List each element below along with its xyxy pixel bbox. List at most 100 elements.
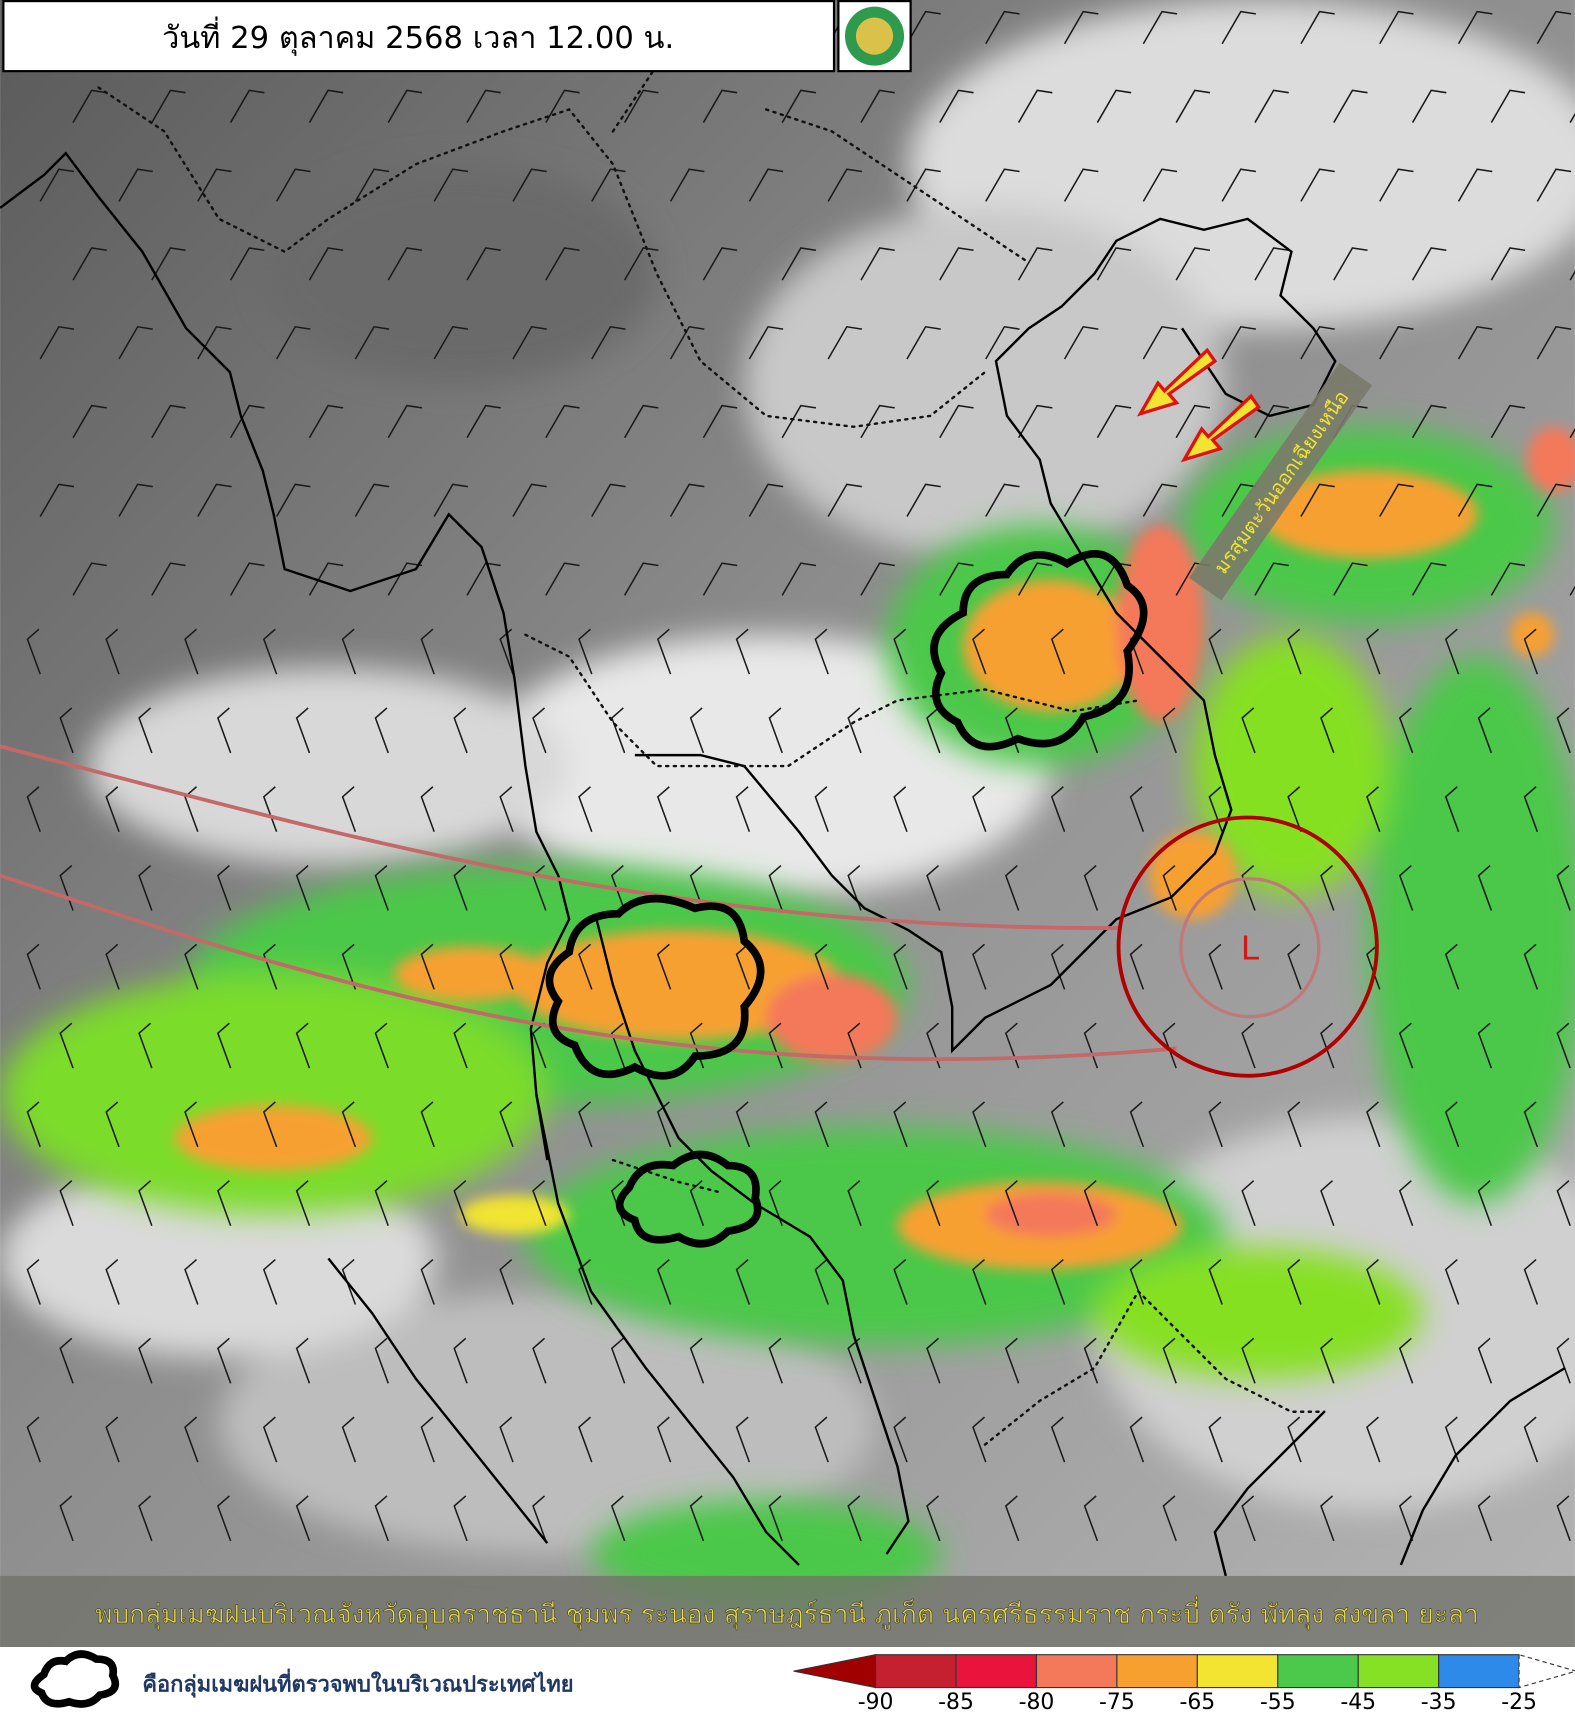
wind-barb — [1241, 864, 1256, 911]
colorbar-tick-label: -35 — [1421, 1690, 1457, 1715]
wind-barb — [1457, 325, 1493, 360]
wind-barb — [499, 943, 514, 990]
wind-barb — [893, 628, 908, 675]
wind-barb — [1444, 1416, 1460, 1463]
wind-barb — [1254, 89, 1289, 123]
wind-barb — [1366, 786, 1381, 832]
wind-barb — [197, 168, 232, 202]
wind-barb — [1398, 1180, 1414, 1226]
wind-barb — [893, 1101, 908, 1148]
wind-barb — [39, 168, 75, 202]
colorbar-tick-label: -90 — [858, 1690, 894, 1715]
wind-barb — [893, 786, 908, 832]
wind-barb — [374, 864, 389, 911]
wind-barb — [545, 404, 580, 439]
wind-barb — [499, 1101, 514, 1148]
colorbar-tick-label: -85 — [938, 1690, 974, 1715]
header: วันที่ 29 ตุลาคม 2568 เวลา 12.00 น. — [2, 0, 912, 73]
wind-barb — [197, 325, 232, 360]
wind-barb — [1241, 1022, 1256, 1069]
wind-barb — [1536, 483, 1572, 517]
wind-barb — [26, 786, 41, 832]
wind-barb — [702, 404, 738, 439]
wind-barb — [105, 1258, 120, 1305]
caption-band — [0, 1575, 1575, 1648]
wind-barb — [1490, 562, 1526, 596]
wind-barb — [59, 1022, 74, 1069]
wind-barb — [1050, 943, 1066, 990]
wind-barb — [939, 562, 974, 596]
wind-barb — [1411, 404, 1447, 439]
wind-barb — [860, 247, 895, 281]
wind-barb — [1083, 1495, 1099, 1542]
country-borders — [97, 20, 1326, 1446]
wind-barb — [374, 1022, 389, 1069]
wind-barb — [1523, 1258, 1539, 1305]
wind-barb — [985, 10, 1020, 45]
wind-barb — [453, 1180, 468, 1226]
wind-barb — [735, 1416, 751, 1463]
wind-barb — [1398, 1337, 1414, 1384]
wind-barb — [262, 786, 278, 832]
wind-barb — [105, 943, 120, 990]
wind-barb — [656, 786, 672, 832]
wind-barb — [1129, 1101, 1145, 1148]
wind-barb — [1398, 1022, 1414, 1069]
wind-barb — [453, 1022, 468, 1069]
wind-barb — [1287, 1416, 1302, 1463]
wind-barb — [1004, 1180, 1020, 1226]
wind-barb — [420, 628, 435, 675]
wind-barb — [26, 943, 41, 990]
wind-barb — [735, 943, 751, 990]
wind-barb — [308, 404, 344, 439]
wind-barb — [972, 1416, 987, 1463]
colorbar-tick-label: -25 — [1501, 1690, 1537, 1715]
wind-barb — [1050, 628, 1066, 675]
wind-barb — [906, 325, 941, 360]
wind-barb — [1287, 786, 1302, 832]
wind-barb — [184, 1416, 199, 1463]
wind-barb — [735, 786, 751, 832]
wind-barb — [689, 707, 705, 754]
wind-barb — [1063, 10, 1099, 45]
wind-barb — [1300, 10, 1335, 45]
wind-barb — [610, 1337, 626, 1384]
wind-barb — [1129, 786, 1145, 832]
wind-barb — [1366, 1416, 1381, 1463]
wind-barb — [702, 562, 738, 596]
header-title: วันที่ 29 ตุลาคม 2568 เวลา 12.00 น. — [162, 16, 674, 57]
wind-barb — [138, 1180, 153, 1226]
wind-barb — [939, 89, 974, 123]
wind-barb — [1004, 1337, 1020, 1384]
wind-barb — [827, 483, 863, 517]
wind-barb — [610, 864, 626, 911]
wind-barb — [578, 786, 593, 832]
wind-barb — [781, 89, 817, 123]
wind-barb — [39, 483, 75, 517]
wind-barb — [216, 1022, 232, 1069]
wind-barb — [151, 562, 186, 596]
wind-barb — [374, 707, 389, 754]
wind-barb — [151, 89, 186, 123]
wind-barb — [972, 1258, 987, 1305]
wind-barb — [906, 168, 941, 202]
wind-barb — [1050, 786, 1066, 832]
wind-barb — [1477, 864, 1493, 911]
wind-barb — [138, 1337, 153, 1384]
wind-barb — [656, 1258, 672, 1305]
wind-barb — [847, 1495, 862, 1542]
wind-barb — [985, 483, 1020, 517]
wind-barb — [1083, 1180, 1099, 1226]
colorbar-segment — [955, 1654, 1038, 1689]
wind-barb — [1063, 325, 1099, 360]
wind-barb — [216, 1495, 232, 1542]
wind-barb — [610, 1022, 626, 1069]
wind-barb — [1287, 943, 1302, 990]
wind-barb — [1017, 404, 1053, 439]
wind-barb — [1320, 1337, 1335, 1384]
wind-barb — [72, 404, 107, 439]
wind-barb — [814, 786, 829, 832]
wind-barb — [623, 89, 659, 123]
wind-barb — [1523, 1416, 1539, 1463]
wind-barb — [893, 1258, 908, 1305]
